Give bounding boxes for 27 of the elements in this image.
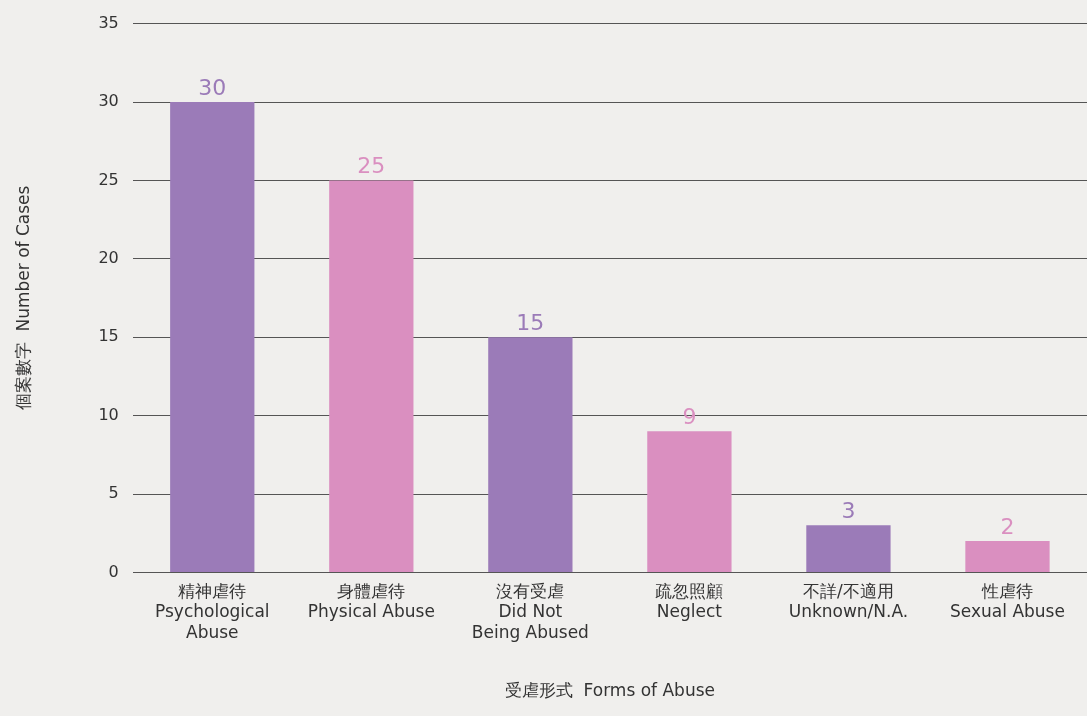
y-tick-label: 0: [108, 561, 119, 581]
x-tick-label: 性虐待 Sexual Abuse: [950, 581, 1065, 622]
y-tick-label: 35: [98, 12, 119, 32]
y-tick-label: 5: [108, 483, 119, 503]
x-tick-label: 身體虐待 Physical Abuse: [307, 581, 435, 622]
data-label: 15: [516, 309, 545, 335]
y-tick-label: 15: [98, 326, 119, 346]
y-tick-label: 20: [98, 247, 119, 267]
x-tick-label: 沒有受虐 Did Not Being Abused: [471, 581, 589, 642]
y-tick-label: 10: [98, 404, 119, 424]
bar: [806, 525, 891, 572]
y-tick-label: 25: [98, 169, 119, 189]
data-label: 3: [841, 498, 856, 524]
bar: [329, 180, 414, 572]
y-tick-label: 30: [98, 91, 119, 111]
bar: [488, 337, 573, 572]
bar: [647, 431, 732, 572]
x-tick-label: 疏忽照顧 Neglect: [655, 581, 724, 622]
bar: [965, 541, 1050, 572]
x-axis-title: 受虐形式 Forms of Abuse: [504, 680, 715, 701]
data-label: 30: [198, 74, 227, 100]
x-tick-label: 不詳/不適用 Unknown/N.A.: [788, 581, 909, 622]
y-axis-title: 個案數字 Number of Cases: [12, 185, 33, 411]
data-label: 25: [357, 153, 386, 179]
bar: [170, 102, 255, 572]
data-label: 2: [1000, 513, 1015, 539]
x-tick-label: 精神虐待 Psychological Abuse: [155, 581, 270, 642]
